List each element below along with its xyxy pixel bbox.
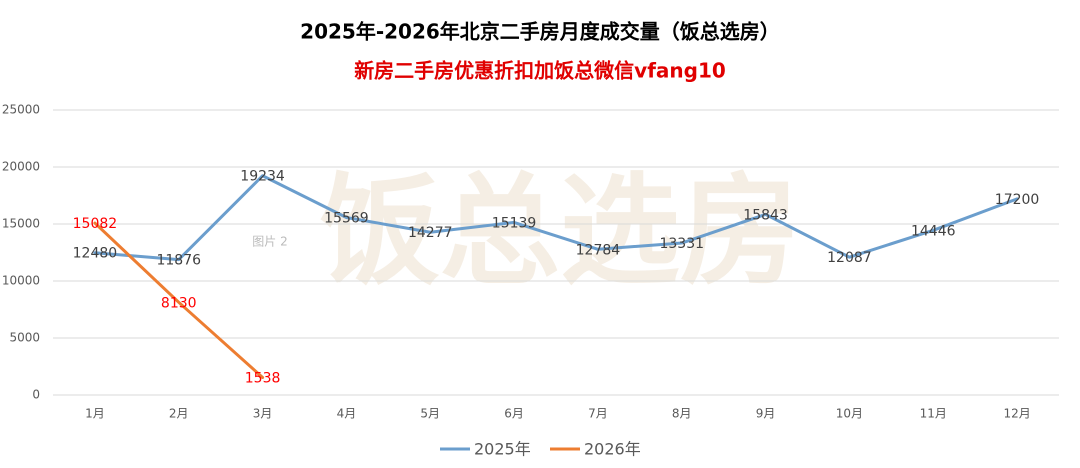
data-label: 15082 (73, 216, 118, 232)
x-tick-label: 10月 (836, 407, 863, 421)
y-tick-label: 0 (32, 388, 40, 402)
y-tick-label: 15000 (2, 217, 40, 231)
x-tick-label: 7月 (588, 407, 608, 421)
data-label: 15139 (492, 215, 537, 231)
data-label: 12480 (73, 246, 118, 262)
series-line (93, 174, 1019, 262)
x-tick-label: 1月 (85, 407, 105, 421)
annotation: 图片 2 (252, 235, 287, 249)
data-label: 1538 (245, 370, 281, 386)
data-label: 15843 (743, 207, 788, 223)
chart-title: 2025年-2026年北京二手房月度成交量（饭总选房） (300, 20, 780, 44)
legend-label: 2025年 (474, 440, 531, 459)
data-label: 14277 (408, 225, 453, 241)
data-label: 12087 (827, 250, 872, 266)
x-tick-label: 5月 (420, 407, 440, 421)
y-tick-label: 25000 (2, 103, 40, 117)
data-label: 14446 (911, 223, 956, 239)
data-label: 15569 (324, 211, 369, 227)
x-tick-label: 4月 (337, 407, 357, 421)
y-tick-label: 20000 (2, 160, 40, 174)
x-tick-label: 8月 (672, 407, 692, 421)
x-tick-label: 6月 (504, 407, 524, 421)
y-tick-label: 5000 (9, 331, 40, 345)
x-tick-label: 9月 (756, 407, 776, 421)
series-line (93, 221, 265, 379)
chart-subtitle: 新房二手房优惠折扣加饭总微信vfang10 (354, 59, 726, 83)
data-label: 12784 (576, 242, 621, 258)
data-label: 19234 (240, 169, 285, 185)
data-label: 13331 (659, 236, 704, 252)
x-tick-label: 11月 (920, 407, 947, 421)
data-label: 17200 (995, 192, 1040, 208)
x-tick-label: 3月 (253, 407, 273, 421)
x-tick-label: 2月 (169, 407, 189, 421)
data-label: 8130 (161, 295, 197, 311)
y-tick-label: 10000 (2, 274, 40, 288)
data-label: 11876 (156, 253, 201, 269)
x-tick-label: 12月 (1003, 407, 1030, 421)
legend-label: 2026年 (584, 440, 641, 459)
watermark: 饭总选房 (320, 163, 800, 302)
